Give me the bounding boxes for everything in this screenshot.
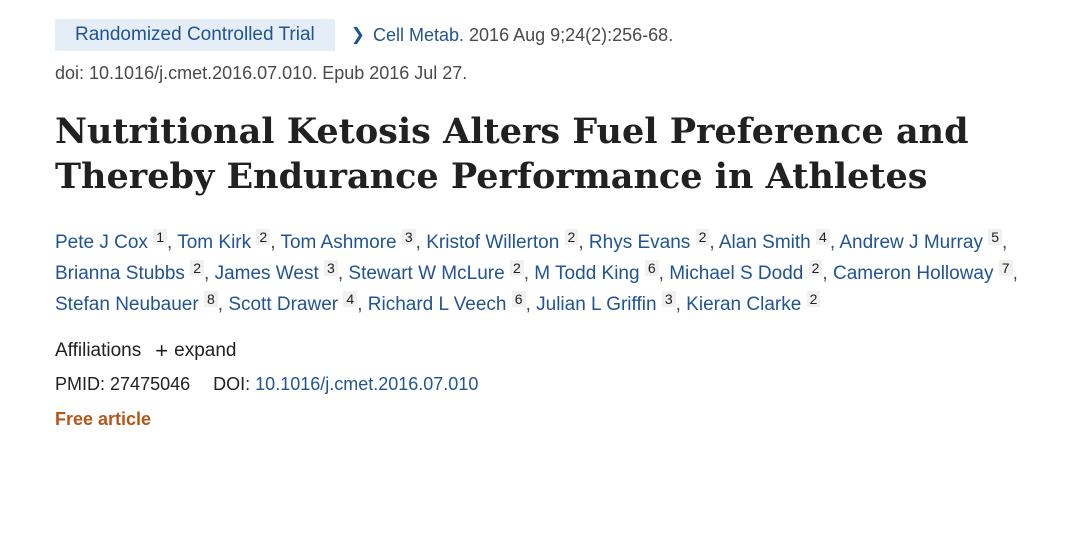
author-name-link[interactable]: Cameron Holloway [832,263,994,284]
expand-affiliations-button[interactable]: expand [174,340,237,361]
author: Alan Smith 4 [718,229,830,253]
author-name-link[interactable]: Stefan Neubauer [55,294,199,315]
affiliation-number[interactable]: 6 [644,260,659,276]
author: Stefan Neubauer 8 [55,291,218,315]
publication-type-badge[interactable]: Randomized Controlled Trial [55,19,335,51]
author-name-link[interactable]: Kieran Clarke [686,294,802,315]
affiliation-number[interactable]: 2 [695,229,710,245]
author-name-link[interactable]: Andrew J Murray [839,232,983,253]
author: M Todd King 6 [534,260,659,284]
author-name-link[interactable]: Richard L Veech [367,294,507,315]
affiliation-number[interactable]: 1 [153,229,168,245]
author: Tom Ashmore 3 [280,229,416,253]
author: Richard L Veech 6 [367,291,526,315]
author-name-link[interactable]: Tom Ashmore [280,232,397,253]
author-name-link[interactable]: Michael S Dodd [669,263,804,284]
author: Cameron Holloway 7 [832,260,1013,284]
author: Tom Kirk 2 [177,229,271,253]
chevron-right-icon[interactable]: ❯ [350,25,365,44]
doi-epub-line: doi: 10.1016/j.cmet.2016.07.010. Epub 20… [55,63,468,83]
author: Andrew J Murray 5 [839,229,1003,253]
doi-label: DOI: [213,374,251,394]
author-name-link[interactable]: Stewart W McLure [348,263,505,284]
author: Brianna Stubbs 2 [55,260,204,284]
article-header: Randomized Controlled Trial ❯ Cell Metab… [55,19,1080,429]
author-name-link[interactable]: Alan Smith [718,232,811,253]
author: Kieran Clarke 2 [686,291,821,315]
pmid-value: 27475046 [110,374,191,394]
author-name-link[interactable]: Rhys Evans [588,232,691,253]
author-name-link[interactable]: Scott Drawer [228,294,339,315]
identifiers: PMID: 27475046 DOI: 10.1016/j.cmet.2016.… [55,374,1080,395]
author-name-link[interactable]: M Todd King [534,263,640,284]
author-name-link[interactable]: Julian L Griffin [536,294,657,315]
affiliation-number[interactable]: 2 [806,291,821,307]
author-list: Pete J Cox 1, Tom Kirk 2, Tom Ashmore 3,… [55,229,1018,315]
author: Rhys Evans 2 [588,229,710,253]
author: Pete J Cox 1 [55,229,168,253]
free-article-label[interactable]: Free article [55,409,152,429]
affiliations-label: Affiliations [55,340,142,361]
affiliation-number[interactable]: 2 [256,229,271,245]
author: Stewart W McLure 2 [348,260,524,284]
affiliation-number[interactable]: 3 [324,260,338,276]
doi-link[interactable]: 10.1016/j.cmet.2016.07.010 [255,374,479,394]
author: Kristof Willerton 2 [426,229,579,253]
plus-icon[interactable]: + [155,338,169,363]
author-name-link[interactable]: Tom Kirk [177,232,252,253]
affiliation-number[interactable]: 2 [564,229,579,245]
article-title: Nutritional Ketosis Alters Fuel Preferen… [55,111,969,197]
affiliation-number[interactable]: 3 [401,229,416,245]
affiliation-number[interactable]: 7 [998,260,1013,276]
author-name-link[interactable]: Kristof Willerton [426,232,560,253]
affiliation-number[interactable]: 8 [203,291,218,307]
affiliation-number[interactable]: 6 [511,291,526,307]
pmid-label: PMID: [55,374,106,394]
citation-details: 2016 Aug 9;24(2):256-68. [469,24,674,45]
affiliation-number[interactable]: 2 [190,260,204,276]
affiliation-number[interactable]: 4 [816,229,830,245]
citation: ❯ Cell Metab. 2016 Aug 9;24(2):256-68. [351,25,673,46]
affiliation-number[interactable]: 4 [343,291,358,307]
author: Julian L Griffin 3 [536,291,676,315]
author-name-link[interactable]: Brianna Stubbs [55,263,185,284]
author: James West 3 [214,260,338,284]
affiliation-number[interactable]: 2 [808,260,823,276]
publication-info: Randomized Controlled Trial ❯ Cell Metab… [55,19,1080,51]
journal-link[interactable]: Cell Metab. [372,24,465,45]
author: Scott Drawer 4 [228,291,358,315]
author-name-link[interactable]: James West [214,263,319,284]
author-name-link[interactable]: Pete J Cox [55,232,148,253]
affiliations-row: Affiliations + expand [55,340,1080,362]
affiliation-number[interactable]: 5 [988,229,1003,245]
affiliation-number[interactable]: 3 [661,291,676,307]
author: Michael S Dodd 2 [669,260,823,284]
affiliation-number[interactable]: 2 [509,260,524,276]
